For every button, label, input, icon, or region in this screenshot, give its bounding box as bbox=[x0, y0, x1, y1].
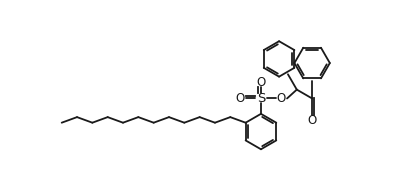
Text: S: S bbox=[257, 92, 265, 105]
Text: O: O bbox=[256, 76, 266, 89]
Text: O: O bbox=[235, 92, 244, 105]
Text: O: O bbox=[277, 92, 286, 105]
Text: O: O bbox=[307, 114, 317, 127]
